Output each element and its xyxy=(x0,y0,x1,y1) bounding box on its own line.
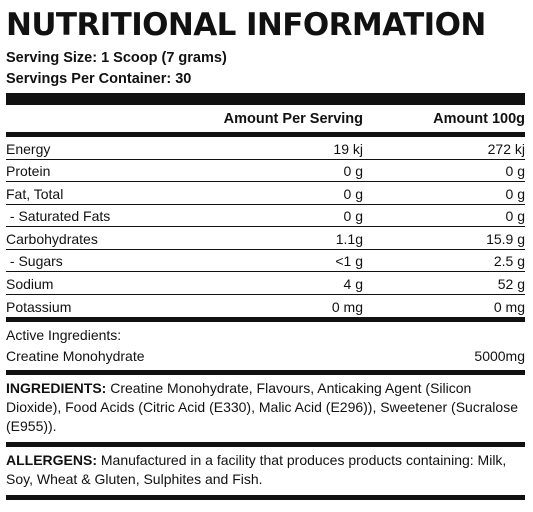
servings-per-container: Servings Per Container: 30 xyxy=(6,71,192,87)
per-serving-value: 0 g xyxy=(343,163,363,179)
header-per-serving: Amount Per Serving xyxy=(223,110,363,127)
active-amount: 5000mg xyxy=(474,348,525,364)
nutrient-name: - Sugars xyxy=(6,253,63,269)
panel-title: NUTRITIONAL INFORMATION xyxy=(6,7,486,43)
divider-bottom xyxy=(6,495,525,500)
per-100g-value: 0 mg xyxy=(493,299,525,315)
active-ingredients: Active Ingredients: Creatine Monohydrate… xyxy=(6,322,525,370)
divider-header xyxy=(6,132,525,137)
table-row: Energy 19 kj 272 kj xyxy=(6,137,525,160)
per-100g-value: 0 g xyxy=(505,185,525,202)
per-serving-value: 1.1g xyxy=(335,230,363,247)
nutrient-name: Protein xyxy=(6,163,51,179)
nutrient-name: Fat, Total xyxy=(6,185,64,202)
allergens-text: Manufactured in a facility that produces… xyxy=(6,452,507,487)
active-name: Creatine Monohydrate xyxy=(6,348,145,364)
per-serving-value: 4 g xyxy=(343,275,363,292)
ingredients-block: INGREDIENTS: Creatine Monohydrate, Flavo… xyxy=(6,375,525,442)
ingredients-text: Creatine Monohydrate, Flavours, Anticaki… xyxy=(6,380,518,434)
per-serving-value: 0 mg xyxy=(331,299,363,315)
per-serving-value: 0 g xyxy=(343,185,363,202)
active-row: Creatine Monohydrate 5000mg xyxy=(6,346,525,367)
nutrient-table: Energy 19 kj 272 kj Protein 0 g 0 g Fat,… xyxy=(6,137,525,317)
header-per-100g: Amount 100g xyxy=(433,110,525,127)
per-100g-value: 0 g xyxy=(505,163,525,179)
table-row: - Sugars <1 g 2.5 g xyxy=(6,250,525,272)
divider-allergens xyxy=(6,442,525,447)
table-header: Amount Per Serving Amount 100g xyxy=(6,105,525,132)
nutrient-name: Potassium xyxy=(6,299,72,315)
per-100g-value: 272 kj xyxy=(487,140,525,157)
per-100g-value: 52 g xyxy=(497,275,525,292)
table-row: Carbohydrates 1.1g 15.9 g xyxy=(6,227,525,250)
ingredients-label: INGREDIENTS: xyxy=(6,380,107,396)
table-row: Fat, Total 0 g 0 g xyxy=(6,182,525,205)
table-row: Sodium 4 g 52 g xyxy=(6,272,525,295)
nutrient-name: - Saturated Fats xyxy=(6,208,111,224)
per-100g-value: 0 g xyxy=(505,208,525,224)
table-row: Protein 0 g 0 g xyxy=(6,160,525,182)
divider-thick xyxy=(6,93,525,105)
table-row: Potassium 0 mg 0 mg xyxy=(6,295,525,318)
table-row: - Saturated Fats 0 g 0 g xyxy=(6,205,525,227)
divider-ingredients xyxy=(6,370,525,375)
per-100g-value: 15.9 g xyxy=(486,230,525,247)
nutrient-name: Energy xyxy=(6,140,51,157)
divider-active xyxy=(6,317,525,322)
nutrient-name: Carbohydrates xyxy=(6,230,98,247)
per-serving-value: 19 kj xyxy=(333,140,363,157)
active-heading: Active Ingredients: xyxy=(6,327,122,343)
per-serving-value: 0 g xyxy=(343,208,363,224)
serving-size: Serving Size: 1 Scoop (7 grams) xyxy=(6,50,227,66)
per-serving-value: <1 g xyxy=(335,253,363,269)
per-100g-value: 2.5 g xyxy=(493,253,525,269)
nutrient-name: Sodium xyxy=(6,275,54,292)
allergens-label: ALLERGENS: xyxy=(6,452,97,468)
allergens-block: ALLERGENS: Manufactured in a facility th… xyxy=(6,447,525,495)
